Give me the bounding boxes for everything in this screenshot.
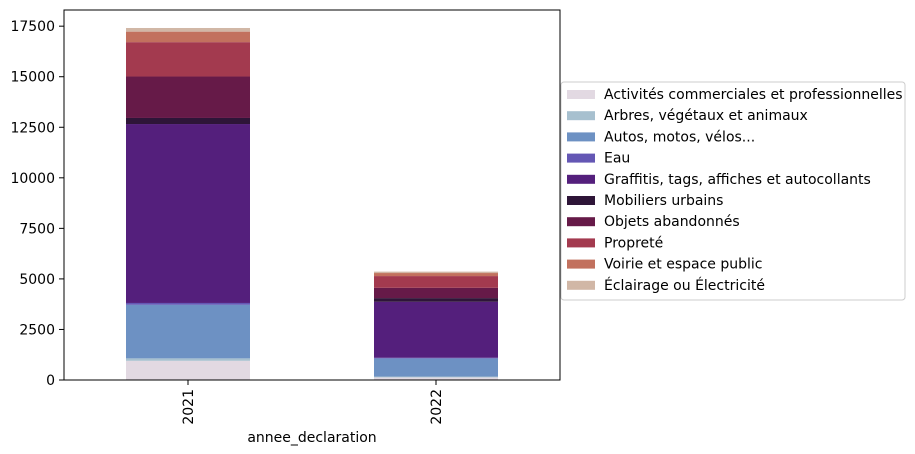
bar-segment-2021-7 <box>126 42 250 77</box>
legend-label: Eau <box>604 151 630 167</box>
y-tick-label: 5000 <box>19 272 55 288</box>
bar-segment-2022-2 <box>374 358 498 377</box>
y-tick-label: 2500 <box>19 322 55 338</box>
legend-box <box>560 81 906 301</box>
legend-label: Voirie et espace public <box>604 257 762 273</box>
bar-segment-2021-8 <box>126 31 250 43</box>
legend-label: Activités commerciales et professionnell… <box>604 87 903 103</box>
legend-swatch <box>567 90 595 99</box>
bar-segment-2022-0 <box>374 377 498 380</box>
bar-segment-2022-5 <box>374 298 498 302</box>
bar-segment-2021-9 <box>126 27 250 32</box>
legend-swatch <box>567 238 595 248</box>
y-tick-label: 15000 <box>10 70 55 86</box>
bar-segment-2022-1 <box>374 376 498 378</box>
y-tick-label: 0 <box>46 373 55 389</box>
bar-segment-2022-3 <box>374 357 498 359</box>
bar-segment-2022-8 <box>374 273 498 277</box>
bar-segment-2022-4 <box>374 301 498 358</box>
bar-segment-2022-9 <box>374 271 498 274</box>
bars-layer <box>126 27 498 380</box>
bar-segment-2022-6 <box>374 287 498 299</box>
legend-label: Arbres, végétaux et animaux <box>604 108 808 124</box>
legend-label: Objets abandonnés <box>604 214 740 230</box>
legend-swatch <box>567 153 595 163</box>
y-tick-label: 17500 <box>10 19 55 35</box>
legend-swatch <box>567 111 595 121</box>
plot-area-frame <box>63 9 561 381</box>
bar-segment-2021-3 <box>126 302 250 305</box>
y-axis: 0 2500 5000 7500 10000 12500 15000 17500 <box>10 19 64 389</box>
legend-label: Mobiliers urbains <box>604 193 723 209</box>
legend-label: Propreté <box>604 235 663 251</box>
legend: Activités commerciales et professionnell… <box>560 81 906 301</box>
y-tick-label: 12500 <box>10 120 55 136</box>
bar-segment-2021-0 <box>126 360 250 380</box>
legend-label: Éclairage ou Électricité <box>604 277 765 294</box>
x-tick-label: 2021 <box>181 389 197 425</box>
y-tick-label: 7500 <box>19 221 55 237</box>
bar-segment-2022-7 <box>374 276 498 288</box>
legend-swatch <box>567 196 595 205</box>
legend-swatch <box>567 217 595 227</box>
bar-segment-2021-1 <box>126 358 250 361</box>
x-axis-title: annee_declaration <box>247 430 376 446</box>
legend-label: Autos, motos, vélos... <box>604 129 755 145</box>
bar-segment-2021-2 <box>126 304 250 359</box>
legend-swatch <box>567 132 595 142</box>
bar-segment-2021-6 <box>126 76 250 118</box>
y-tick-label: 10000 <box>10 171 55 187</box>
legend-swatch <box>567 174 595 184</box>
bar-segment-2021-4 <box>126 124 250 303</box>
legend-swatch <box>567 259 595 269</box>
bar-segment-2021-5 <box>126 117 250 125</box>
x-axis: 2021 2022 <box>181 380 445 425</box>
legend-label: Graffitis, tags, affiches et autocollant… <box>604 172 871 188</box>
legend-swatch <box>567 280 595 290</box>
x-tick-label: 2022 <box>429 389 445 425</box>
